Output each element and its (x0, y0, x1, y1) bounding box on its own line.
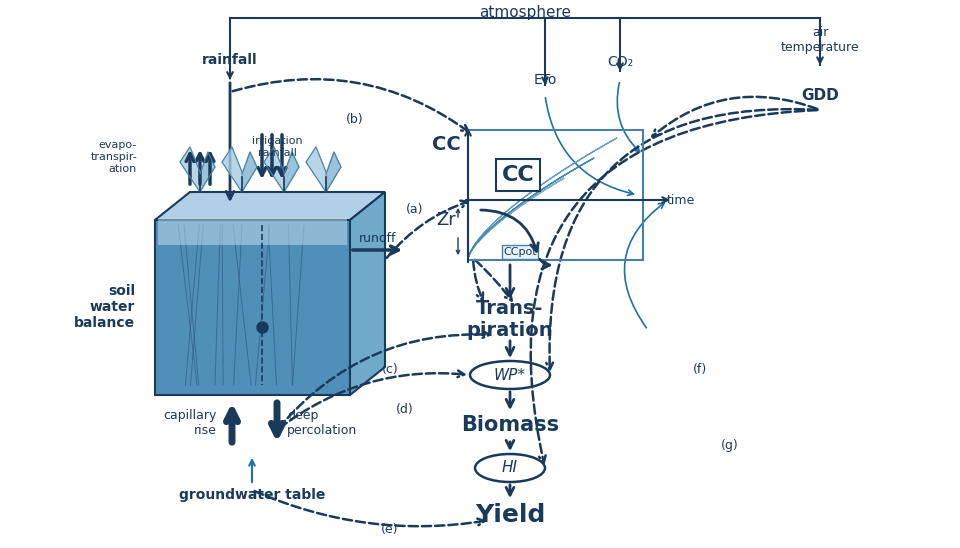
Polygon shape (264, 147, 284, 192)
Polygon shape (468, 178, 564, 258)
Bar (468, 130, 643, 260)
Text: HI: HI (502, 460, 518, 476)
Text: rainfall: rainfall (203, 53, 258, 67)
Text: (d): (d) (396, 403, 414, 416)
Polygon shape (468, 158, 594, 258)
Text: atmosphere: atmosphere (479, 4, 571, 20)
Text: Zr: Zr (436, 211, 456, 229)
Text: Biomass: Biomass (461, 415, 559, 435)
Text: WP*: WP* (494, 368, 526, 383)
Polygon shape (180, 147, 200, 192)
Text: irrigation
rainfall: irrigation rainfall (252, 136, 302, 158)
Text: (a): (a) (406, 203, 423, 216)
Text: CO₂: CO₂ (607, 55, 633, 69)
Text: deep
percolation: deep percolation (287, 409, 357, 437)
Ellipse shape (475, 454, 545, 482)
Text: air
temperature: air temperature (780, 26, 859, 54)
Text: (b): (b) (347, 113, 364, 127)
Text: Trans-
piration: Trans- piration (467, 300, 553, 340)
Polygon shape (306, 147, 326, 192)
Text: Yield: Yield (475, 503, 545, 527)
Text: GDD: GDD (802, 88, 839, 102)
Text: evapo-
transpir-
ation: evapo- transpir- ation (90, 140, 137, 174)
Text: (c): (c) (382, 363, 398, 376)
Text: CCpot: CCpot (503, 247, 537, 257)
Text: time: time (667, 193, 695, 207)
Text: soil
water
balance: soil water balance (74, 284, 135, 330)
Polygon shape (468, 138, 616, 258)
Text: groundwater table: groundwater table (179, 488, 325, 502)
Text: CC: CC (502, 165, 535, 185)
Polygon shape (326, 152, 341, 192)
Polygon shape (155, 220, 350, 395)
Polygon shape (222, 147, 242, 192)
Ellipse shape (470, 361, 550, 389)
Text: CC: CC (432, 135, 461, 155)
Polygon shape (158, 218, 347, 245)
Text: (f): (f) (693, 363, 708, 376)
Polygon shape (284, 152, 299, 192)
Text: (g): (g) (721, 438, 739, 452)
Text: ETo: ETo (534, 73, 557, 87)
Text: runoff: runoff (359, 231, 396, 244)
Polygon shape (200, 152, 215, 192)
Text: capillary
rise: capillary rise (163, 409, 217, 437)
Polygon shape (155, 192, 385, 220)
Polygon shape (242, 152, 257, 192)
Text: (e): (e) (381, 523, 398, 536)
Polygon shape (350, 192, 385, 395)
